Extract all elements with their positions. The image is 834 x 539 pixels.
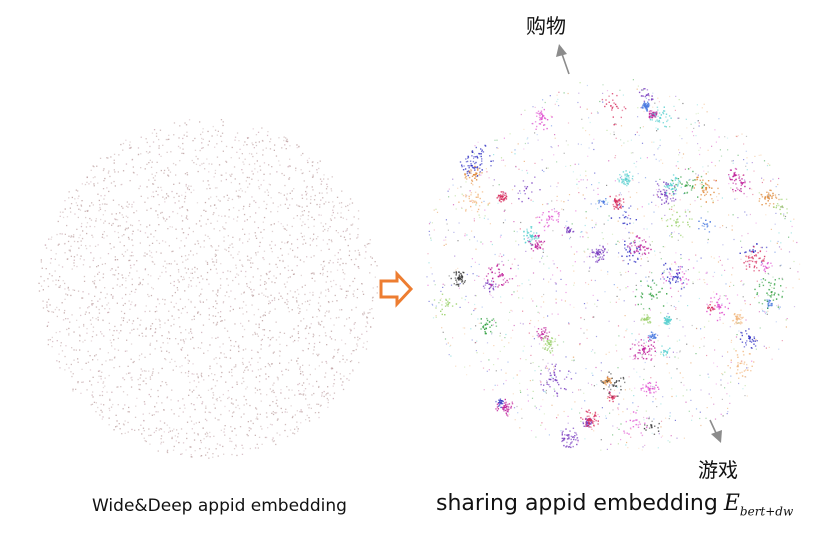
transition-arrow-icon xyxy=(379,270,414,308)
shopping-pointer-icon xyxy=(556,44,570,75)
game-pointer-icon xyxy=(709,419,722,443)
left-caption: Wide&Deep appid embedding xyxy=(92,496,347,516)
shopping-cluster-label: 购物 xyxy=(526,14,566,38)
wide-deep-embedding-cloud xyxy=(38,119,378,459)
sharing-embedding-cloud xyxy=(426,79,801,451)
game-cluster-label: 游戏 xyxy=(698,458,738,482)
embedding-symbol-letter: E xyxy=(723,491,740,516)
embedding-symbol-subscript: bert+dw xyxy=(739,504,794,519)
embedding-symbol: Ebert+dw xyxy=(723,491,794,519)
right-caption: sharing appid embedding Ebert+dw xyxy=(436,491,793,518)
right-caption-text: sharing appid embedding xyxy=(436,491,718,516)
